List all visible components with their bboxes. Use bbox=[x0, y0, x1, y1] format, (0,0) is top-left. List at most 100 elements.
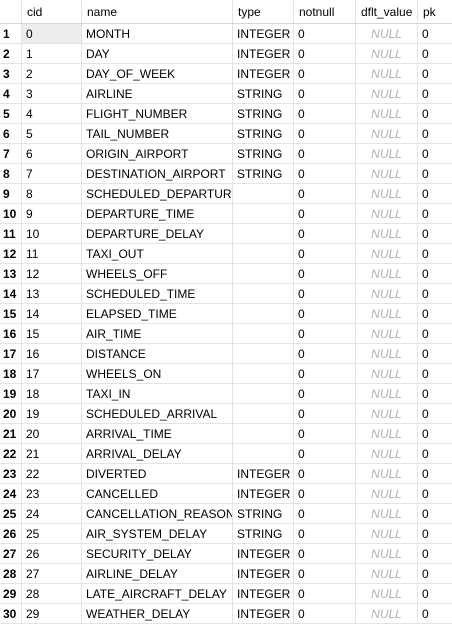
column-header-pk[interactable]: pk bbox=[423, 4, 436, 19]
cell-cid[interactable]: 26 bbox=[22, 544, 82, 564]
cell-type[interactable]: STRING bbox=[233, 104, 294, 124]
cell-dflt-value[interactable]: NULL bbox=[356, 444, 418, 464]
table-row[interactable]: 27 26 SECURITY_DELAY INTEGER 0 NULL 0 bbox=[0, 544, 452, 564]
cell-cid[interactable]: 21 bbox=[22, 444, 82, 464]
cell-name[interactable]: ELAPSED_TIME bbox=[82, 304, 233, 324]
column-header-cid[interactable]: cid bbox=[22, 0, 82, 23]
cell-notnull[interactable]: 0 bbox=[294, 204, 356, 224]
row-number[interactable]: 16 bbox=[0, 324, 22, 344]
cell-pk[interactable]: 0 bbox=[418, 184, 452, 204]
cell-name[interactable]: SCHEDULED_DEPARTURE bbox=[82, 184, 233, 204]
cell-type[interactable] bbox=[233, 364, 294, 384]
cell-name[interactable]: LATE_AIRCRAFT_DELAY bbox=[82, 584, 233, 604]
cell-name[interactable]: CANCELLED bbox=[82, 484, 233, 504]
cell-dflt-value[interactable]: NULL bbox=[356, 324, 418, 344]
cell-notnull[interactable]: 0 bbox=[294, 64, 356, 84]
cell-notnull[interactable]: 0 bbox=[294, 124, 356, 144]
cell-name[interactable]: ARRIVAL_DELAY bbox=[82, 444, 233, 464]
table-row[interactable]: 22 21 ARRIVAL_DELAY 0 NULL 0 bbox=[0, 444, 452, 464]
cell-type[interactable]: INTEGER bbox=[233, 604, 294, 624]
cell-cid[interactable]: 7 bbox=[22, 164, 82, 184]
cell-cid[interactable]: 2 bbox=[22, 64, 82, 84]
cell-cid[interactable]: 24 bbox=[22, 504, 82, 524]
cell-dflt-value[interactable]: NULL bbox=[356, 404, 418, 424]
row-number[interactable]: 12 bbox=[0, 244, 22, 264]
table-row[interactable]: 21 20 ARRIVAL_TIME 0 NULL 0 bbox=[0, 424, 452, 444]
table-row[interactable]: 19 18 TAXI_IN 0 NULL 0 bbox=[0, 384, 452, 404]
cell-type[interactable] bbox=[233, 344, 294, 364]
cell-notnull[interactable]: 0 bbox=[294, 224, 356, 244]
row-number[interactable]: 24 bbox=[0, 484, 22, 504]
cell-pk[interactable]: 0 bbox=[418, 344, 452, 364]
row-number[interactable]: 17 bbox=[0, 344, 22, 364]
table-row[interactable]: 18 17 WHEELS_ON 0 NULL 0 bbox=[0, 364, 452, 384]
cell-dflt-value[interactable]: NULL bbox=[356, 164, 418, 184]
cell-name[interactable]: TAXI_OUT bbox=[82, 244, 233, 264]
cell-type[interactable]: INTEGER bbox=[233, 464, 294, 484]
cell-dflt-value[interactable]: NULL bbox=[356, 184, 418, 204]
row-number[interactable]: 5 bbox=[0, 104, 22, 124]
table-row[interactable]: 8 7 DESTINATION_AIRPORT STRING 0 NULL 0 bbox=[0, 164, 452, 184]
cell-name[interactable]: DEPARTURE_TIME bbox=[82, 204, 233, 224]
table-row[interactable]: 17 16 DISTANCE 0 NULL 0 bbox=[0, 344, 452, 364]
cell-pk[interactable]: 0 bbox=[418, 384, 452, 404]
cell-pk[interactable]: 0 bbox=[418, 604, 452, 624]
cell-notnull[interactable]: 0 bbox=[294, 144, 356, 164]
table-row[interactable]: 20 19 SCHEDULED_ARRIVAL 0 NULL 0 bbox=[0, 404, 452, 424]
cell-notnull[interactable]: 0 bbox=[294, 564, 356, 584]
cell-pk[interactable]: 0 bbox=[418, 84, 452, 104]
row-number[interactable]: 8 bbox=[0, 164, 22, 184]
cell-type[interactable]: STRING bbox=[233, 524, 294, 544]
table-row[interactable]: 30 29 WEATHER_DELAY INTEGER 0 NULL 0 bbox=[0, 604, 452, 624]
cell-dflt-value[interactable]: NULL bbox=[356, 144, 418, 164]
cell-cid[interactable]: 0 bbox=[22, 24, 82, 44]
cell-type[interactable]: INTEGER bbox=[233, 24, 294, 44]
row-number[interactable]: 10 bbox=[0, 204, 22, 224]
cell-cid[interactable]: 29 bbox=[22, 604, 82, 624]
cell-pk[interactable]: 0 bbox=[418, 244, 452, 264]
cell-cid[interactable]: 5 bbox=[22, 124, 82, 144]
cell-dflt-value[interactable]: NULL bbox=[356, 84, 418, 104]
table-row[interactable]: 7 6 ORIGIN_AIRPORT STRING 0 NULL 0 bbox=[0, 144, 452, 164]
table-row[interactable]: 28 27 AIRLINE_DELAY INTEGER 0 NULL 0 bbox=[0, 564, 452, 584]
cell-cid[interactable]: 16 bbox=[22, 344, 82, 364]
cell-notnull[interactable]: 0 bbox=[294, 464, 356, 484]
cell-type[interactable]: STRING bbox=[233, 504, 294, 524]
row-number[interactable]: 15 bbox=[0, 304, 22, 324]
cell-dflt-value[interactable]: NULL bbox=[356, 104, 418, 124]
cell-notnull[interactable]: 0 bbox=[294, 544, 356, 564]
row-number[interactable]: 28 bbox=[0, 564, 22, 584]
table-row[interactable]: 12 11 TAXI_OUT 0 NULL 0 bbox=[0, 244, 452, 264]
cell-pk[interactable]: 0 bbox=[418, 564, 452, 584]
cell-dflt-value[interactable]: NULL bbox=[356, 504, 418, 524]
cell-cid[interactable]: 8 bbox=[22, 184, 82, 204]
cell-cid[interactable]: 12 bbox=[22, 264, 82, 284]
row-number[interactable]: 6 bbox=[0, 124, 22, 144]
cell-name[interactable]: DIVERTED bbox=[82, 464, 233, 484]
cell-type[interactable] bbox=[233, 184, 294, 204]
cell-type[interactable]: INTEGER bbox=[233, 64, 294, 84]
table-row[interactable]: 26 25 AIR_SYSTEM_DELAY STRING 0 NULL 0 bbox=[0, 524, 452, 544]
column-header-type[interactable]: type bbox=[233, 0, 294, 23]
cell-type[interactable]: INTEGER bbox=[233, 584, 294, 604]
table-row[interactable]: 3 2 DAY_OF_WEEK INTEGER 0 NULL 0 bbox=[0, 64, 452, 84]
cell-notnull[interactable]: 0 bbox=[294, 524, 356, 544]
cell-notnull[interactable]: 0 bbox=[294, 164, 356, 184]
cell-notnull[interactable]: 0 bbox=[294, 24, 356, 44]
table-row[interactable]: 6 5 TAIL_NUMBER STRING 0 NULL 0 bbox=[0, 124, 452, 144]
cell-name[interactable]: AIR_TIME bbox=[82, 324, 233, 344]
cell-name[interactable]: ARRIVAL_TIME bbox=[82, 424, 233, 444]
table-row[interactable]: 2 1 DAY INTEGER 0 NULL 0 bbox=[0, 44, 452, 64]
table-row[interactable]: 24 23 CANCELLED INTEGER 0 NULL 0 bbox=[0, 484, 452, 504]
cell-cid[interactable]: 1 bbox=[22, 44, 82, 64]
cell-name[interactable]: WEATHER_DELAY bbox=[82, 604, 233, 624]
cell-pk[interactable]: 0 bbox=[418, 264, 452, 284]
cell-cid[interactable]: 11 bbox=[22, 244, 82, 264]
cell-cid[interactable]: 28 bbox=[22, 584, 82, 604]
row-number[interactable]: 21 bbox=[0, 424, 22, 444]
cell-notnull[interactable]: 0 bbox=[294, 604, 356, 624]
cell-dflt-value[interactable]: NULL bbox=[356, 284, 418, 304]
cell-pk[interactable]: 0 bbox=[418, 204, 452, 224]
cell-name[interactable]: DAY bbox=[82, 44, 233, 64]
cell-dflt-value[interactable]: NULL bbox=[356, 524, 418, 544]
